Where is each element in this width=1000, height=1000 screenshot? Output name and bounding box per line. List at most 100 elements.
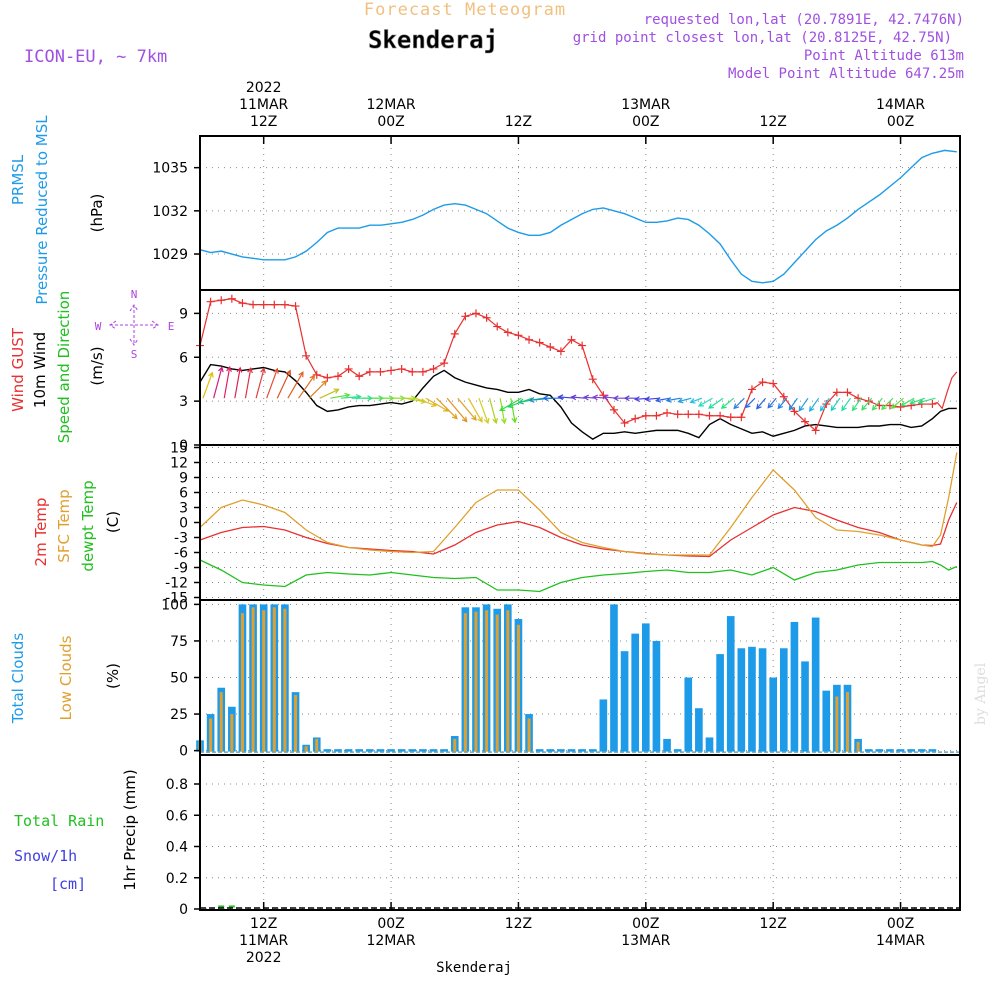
wind-direction-arrow <box>841 397 851 412</box>
top-time-label: 12Z <box>505 114 532 130</box>
compass-south-label: S <box>131 348 138 361</box>
total-cloud-bar <box>387 749 395 752</box>
bottom-time-label: 12Z <box>759 916 786 932</box>
wind-direction-arrow <box>655 397 671 403</box>
wind-direction-arrow <box>591 394 607 401</box>
wind-speed-line <box>199 363 957 440</box>
panel-frame-pressure <box>199 135 961 291</box>
info-line-3: Point Altitude 613m <box>804 48 964 64</box>
low-cloud-bar <box>527 718 531 752</box>
wind-direction-arrow <box>202 371 214 399</box>
wind-gust-marker <box>832 388 841 397</box>
wind-gust-marker <box>652 411 661 420</box>
total-cloud-bar <box>344 749 353 752</box>
pressure-label-long: Pressure Reduced to MSL <box>33 115 51 305</box>
low-cloud-bar <box>516 624 520 752</box>
bottom-time-label: 14MAR <box>876 933 925 949</box>
wind-direction-arrow <box>557 394 575 401</box>
compass-rose-icon <box>109 304 159 346</box>
wind-gust-marker <box>747 385 756 394</box>
wind-gust-marker <box>280 300 289 309</box>
bottom-time-label: 2022 <box>246 950 282 966</box>
temp-sfc-label: SFC Temp <box>55 489 73 562</box>
total-cloud-bar <box>790 621 799 752</box>
wind-gust-marker <box>525 335 534 344</box>
total-cloud-bar <box>779 648 788 752</box>
y-tick-label: -9 <box>174 561 188 577</box>
total-cloud-bar <box>886 749 894 752</box>
wind-direction-arrow <box>720 397 735 410</box>
wind-direction-arrow <box>308 380 328 399</box>
wind-gust-marker <box>227 294 236 303</box>
location-title: Skenderaj <box>368 26 498 54</box>
total-cloud-bar <box>737 648 746 752</box>
low-cloud-bar <box>304 746 308 752</box>
panel-frame-precip <box>199 754 961 911</box>
total-cloud-bar <box>366 749 374 752</box>
bottom-time-label: 00Z <box>377 916 404 932</box>
total-cloud-bar <box>546 749 555 752</box>
y-tick-label: 50 <box>170 671 188 687</box>
wind-direction-arrow <box>570 394 586 401</box>
low-cloud-bar <box>495 614 499 752</box>
wind-gust-marker <box>461 312 470 321</box>
wind-direction-arrow <box>436 397 458 420</box>
info-line-4: Model Point Altitude 647.25m <box>728 66 964 82</box>
wind-direction-arrow <box>266 367 279 399</box>
wind-gust-marker <box>546 343 555 352</box>
total-cloud-bar <box>376 749 385 752</box>
wind-direction-arrow <box>890 397 904 410</box>
wind-gust-marker <box>206 297 215 306</box>
wind-gust-marker <box>631 414 640 423</box>
low-cloud-bar <box>262 610 266 752</box>
low-cloud-bar <box>856 741 860 752</box>
info-line-1: requested lon,lat (20.7891E, 42.7476N) <box>644 12 964 28</box>
wind-direction-arrow <box>851 397 862 412</box>
wind-gust-marker <box>705 411 714 420</box>
bottom-time-label: 12Z <box>250 916 277 932</box>
temp-2m-line <box>199 502 958 558</box>
total-cloud-bar <box>599 699 608 752</box>
wind-gust-marker <box>482 313 491 322</box>
wind-gust-marker <box>578 341 587 350</box>
wind-direction-arrow <box>707 397 724 409</box>
wind-direction-arrow <box>777 397 788 410</box>
wind-gust-marker <box>779 392 788 401</box>
wind-gust-marker <box>801 417 810 426</box>
wind-gust-marker <box>249 300 258 309</box>
wind-direction-arrow <box>900 397 915 407</box>
total-cloud-bar <box>875 749 884 752</box>
bottom-time-label: 00Z <box>887 916 914 932</box>
top-time-label: 00Z <box>632 114 659 130</box>
wind-gust-marker <box>217 296 226 305</box>
bottom-time-label: 11MAR <box>239 933 288 949</box>
wind-unit-label: (m/s) <box>88 346 106 385</box>
footer-location: Skenderaj <box>436 960 512 976</box>
y-tick-label: 0.4 <box>166 840 188 856</box>
data-layer <box>196 149 960 909</box>
y-tick-label: 3 <box>179 501 188 517</box>
total-cloud-bar <box>705 737 714 752</box>
total-cloud-bar <box>726 616 735 752</box>
wind-direction-arrow <box>756 397 767 410</box>
y-tick-label: 0.2 <box>166 871 188 887</box>
wind-direction-arrow <box>510 398 518 424</box>
wind-dir-label: Speed and Direction <box>55 291 73 444</box>
wind-direction-arrow <box>677 397 692 404</box>
low-cloud-bar <box>283 608 287 752</box>
wind-direction-arrow <box>223 365 232 399</box>
total-cloud-bar <box>429 749 438 752</box>
wind-direction-arrow <box>830 397 841 412</box>
total-cloud-bar <box>610 604 618 752</box>
temp-sfc-line <box>199 452 958 556</box>
low-cloud-bar <box>219 692 223 752</box>
wind-direction-arrow <box>767 397 777 409</box>
compass-north-label: N <box>131 288 138 301</box>
low-cloud-bar <box>485 610 489 752</box>
wind-gust-marker <box>387 366 396 375</box>
wind-gust-marker <box>843 388 852 397</box>
y-tick-label: 0 <box>179 744 188 760</box>
y-tick-label: 6 <box>179 350 188 366</box>
y-tick-label: 0.6 <box>166 808 188 824</box>
total-cloud-bar <box>928 749 937 752</box>
